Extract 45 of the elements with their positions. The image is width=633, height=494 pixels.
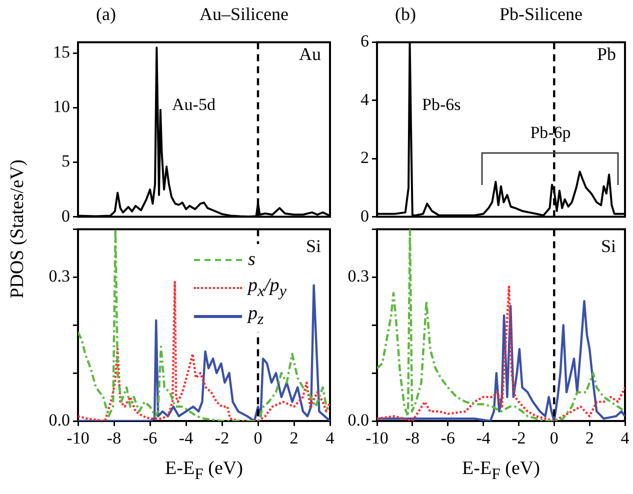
chart-title: Pb-Silicene [498, 4, 584, 25]
x-tick-label: -6 [142, 428, 158, 448]
x-axis-title: E-E$_{F}$ (eV) [461, 458, 541, 484]
y-axis-title: PDOS (States/eV) [6, 158, 29, 300]
y-tick-label: 0 [62, 206, 70, 226]
y-tick-label: 2 [360, 148, 369, 168]
annotation: Au-5d [172, 95, 216, 115]
annotation: Si [600, 236, 616, 257]
x-tick-label: -10 [66, 428, 90, 448]
x-tick-label: 2 [585, 428, 594, 448]
x-tick-label: -4 [178, 428, 194, 448]
y-tick-label: 5 [62, 152, 70, 171]
y-tick-label: 0.3 [48, 266, 70, 286]
x-tick-label: -6 [440, 428, 455, 448]
text: (a) [96, 4, 116, 25]
y-tick-label: 6 [360, 32, 369, 51]
y-tick-label: 15 [53, 42, 70, 62]
annotation: Pb [596, 44, 616, 65]
annotation: Pb-6p [529, 123, 572, 143]
text: (b) [395, 4, 416, 25]
y-tick-label: 0.0 [48, 410, 70, 430]
x-tick-label: -10 [366, 428, 388, 448]
x-tick-label: -2 [512, 428, 526, 448]
x-tick-label: 0 [254, 428, 262, 448]
x-tick-label: 2 [290, 428, 298, 448]
legend-label: p$_{x}$/p$_{y}$ [248, 275, 286, 301]
y-tick-label: 4 [360, 90, 370, 109]
y-tick-label: 10 [53, 97, 70, 116]
y-tick-label: 0.3 [348, 266, 369, 286]
legend-label: p$_{z}$ [248, 303, 264, 329]
x-tick-label: -2 [214, 428, 230, 448]
x-tick-label: -8 [106, 428, 122, 448]
x-tick-label: 4 [620, 428, 630, 448]
x-tick-label: -4 [476, 428, 491, 448]
x-axis-title: E-E$_{F}$ (eV) [164, 458, 244, 484]
annotation: Pb-6s [422, 95, 461, 115]
y-tick-label: 0.0 [348, 410, 369, 430]
legend-label: s [248, 249, 256, 271]
x-tick-label: 0 [550, 428, 558, 448]
chart-title: Au–Silicene [198, 4, 290, 25]
x-tick-label: 4 [326, 428, 335, 448]
annotation: Au [299, 44, 321, 65]
y-tick-label: 0 [360, 206, 369, 226]
x-tick-label: -8 [405, 428, 420, 448]
annotation: Si [306, 236, 321, 257]
